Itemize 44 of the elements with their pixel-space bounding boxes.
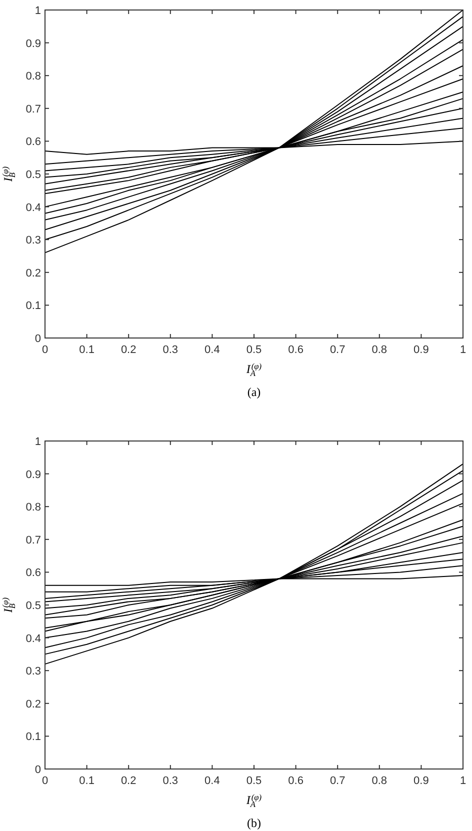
x-tick-label: 0.2 <box>120 775 136 787</box>
y-tick-label: 0 <box>34 333 41 345</box>
y-tick-label: 0.9 <box>26 468 41 481</box>
x-tick-label: 0.7 <box>330 344 346 356</box>
x-tick-label: 0.4 <box>204 344 220 356</box>
x-tick-label: 1 <box>460 775 466 787</box>
y-tick-label: 0.7 <box>26 534 41 546</box>
x-tick-label: 0.8 <box>372 775 388 787</box>
x-tick-label: 0.4 <box>204 775 220 787</box>
y-tick-label: 0.2 <box>26 267 41 280</box>
x-tick-label: 0.2 <box>120 344 136 356</box>
x-tick-label: 0.1 <box>79 775 94 787</box>
y-tick-label: 0.4 <box>26 202 41 214</box>
text: (a) <box>247 385 261 399</box>
y-tick-label: 0.5 <box>26 169 41 181</box>
y-tick-label: 1 <box>34 436 41 448</box>
x-tick-label: 0.6 <box>288 344 304 356</box>
x-tick-label: 1 <box>460 344 466 356</box>
x-tick-label: 0.7 <box>330 775 346 787</box>
x-tick-label: 0.6 <box>288 775 304 787</box>
y-tick-label: 0.5 <box>26 600 41 612</box>
text: (b) <box>247 816 261 830</box>
y-tick-label: 0.6 <box>26 136 41 148</box>
x-tick-label: 0.9 <box>414 775 429 787</box>
y-tick-label: 0.9 <box>26 38 41 50</box>
y-tick-label: 0.1 <box>26 731 41 744</box>
x-tick-label: 0.5 <box>246 775 262 787</box>
x-tick-label: 0.3 <box>162 775 178 787</box>
x-tick-label: 0.8 <box>372 344 388 356</box>
x-tick-label: 0.5 <box>246 344 262 356</box>
y-tick-label: 0.6 <box>26 567 41 580</box>
y-tick-label: 0.3 <box>26 234 41 247</box>
y-tick-label: 0.2 <box>26 698 41 710</box>
x-tick-label: 0.9 <box>414 344 429 356</box>
y-tick-label: 0.7 <box>26 103 41 116</box>
y-tick-label: 0.8 <box>26 70 41 83</box>
y-tick-label: 0.1 <box>26 300 41 312</box>
y-tick-label: 0.4 <box>26 632 41 645</box>
x-tick-label: 0.1 <box>79 344 94 356</box>
x-tick-label: 0.3 <box>162 344 178 356</box>
y-tick-label: 1 <box>34 5 41 17</box>
y-tick-label: 0 <box>34 764 41 776</box>
y-tick-label: 0.3 <box>26 666 41 678</box>
y-tick-label: 0.8 <box>26 502 41 514</box>
